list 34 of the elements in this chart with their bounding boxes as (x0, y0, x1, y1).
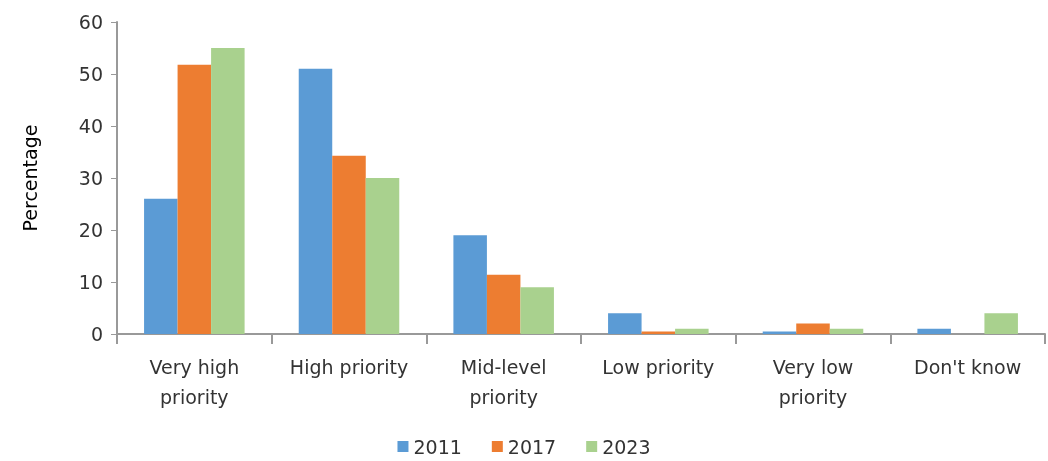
x-tick-label: Mid-level priority (460, 356, 547, 408)
bar (917, 328, 951, 334)
y-tick-label: 20 (78, 219, 103, 241)
bar (984, 313, 1018, 334)
y-tick-label: 60 (78, 11, 103, 33)
bar (298, 68, 333, 334)
legend-label: 2011 (413, 435, 462, 458)
bar (211, 48, 245, 334)
bar (608, 313, 642, 334)
legend-label: 2023 (602, 435, 651, 458)
bar (332, 155, 366, 334)
bar (796, 323, 830, 334)
bar (365, 178, 400, 334)
bar (486, 274, 521, 334)
y-tick-label: 40 (78, 115, 103, 137)
y-axis-title: Percentage (18, 124, 41, 232)
bar (829, 328, 864, 334)
y-tick-label: 10 (78, 271, 103, 293)
y-tick-label: 50 (78, 63, 103, 85)
bar (177, 64, 212, 334)
x-tick-label: Very low priority (772, 356, 854, 408)
bar (453, 235, 487, 334)
x-tick-label: Low priority (602, 356, 715, 378)
x-tick-label: Don't know (914, 356, 1022, 378)
y-tick-label: 30 (78, 167, 103, 189)
legend-label: 2017 (507, 435, 557, 458)
bar (641, 331, 676, 334)
bar (762, 331, 797, 334)
x-tick-label: High priority (289, 356, 409, 378)
bar (144, 198, 178, 334)
bar (675, 328, 709, 334)
y-tick-label: 0 (90, 323, 103, 345)
x-tick-label: Very high priority (149, 356, 240, 408)
bar (520, 287, 554, 334)
